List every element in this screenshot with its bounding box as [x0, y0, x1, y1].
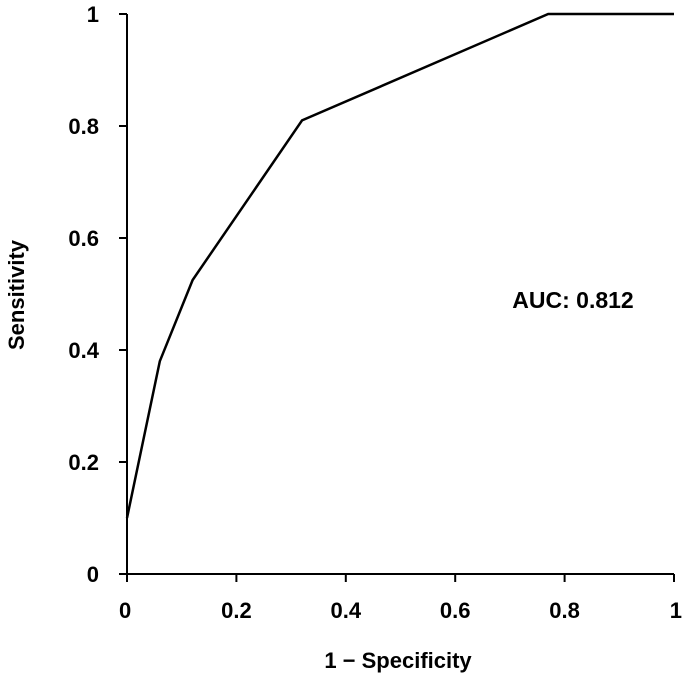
y-tick-label: 0	[87, 562, 99, 587]
x-tick-label: 0.8	[549, 598, 580, 623]
x-tick-label: 0.6	[440, 598, 471, 623]
x-axis-tick-labels: 0 0.2 0.4 0.6 0.8 1	[119, 598, 682, 623]
y-tick-label: 0.4	[68, 338, 99, 363]
y-tick-label: 0.2	[68, 450, 99, 475]
roc-curve	[125, 12, 674, 519]
y-tick-label: 0.8	[68, 114, 99, 139]
y-axis-tick-labels: 0 0.2 0.4 0.6 0.8 1	[68, 2, 99, 587]
y-tick-label: 1	[87, 2, 99, 27]
x-tick-label: 0.4	[331, 598, 362, 623]
x-tick-label: 0.2	[221, 598, 252, 623]
y-axis-ticks	[119, 13, 127, 575]
auc-annotation: AUC: 0.812	[512, 287, 633, 313]
x-tick-label: 1	[670, 598, 682, 623]
x-axis-ticks	[126, 574, 675, 582]
x-axis-title: 1 − Specificity	[324, 648, 472, 673]
y-tick-label: 0.6	[68, 226, 99, 251]
y-axis-title: Sensitivity	[4, 239, 29, 350]
x-tick-label: 0	[119, 598, 131, 623]
